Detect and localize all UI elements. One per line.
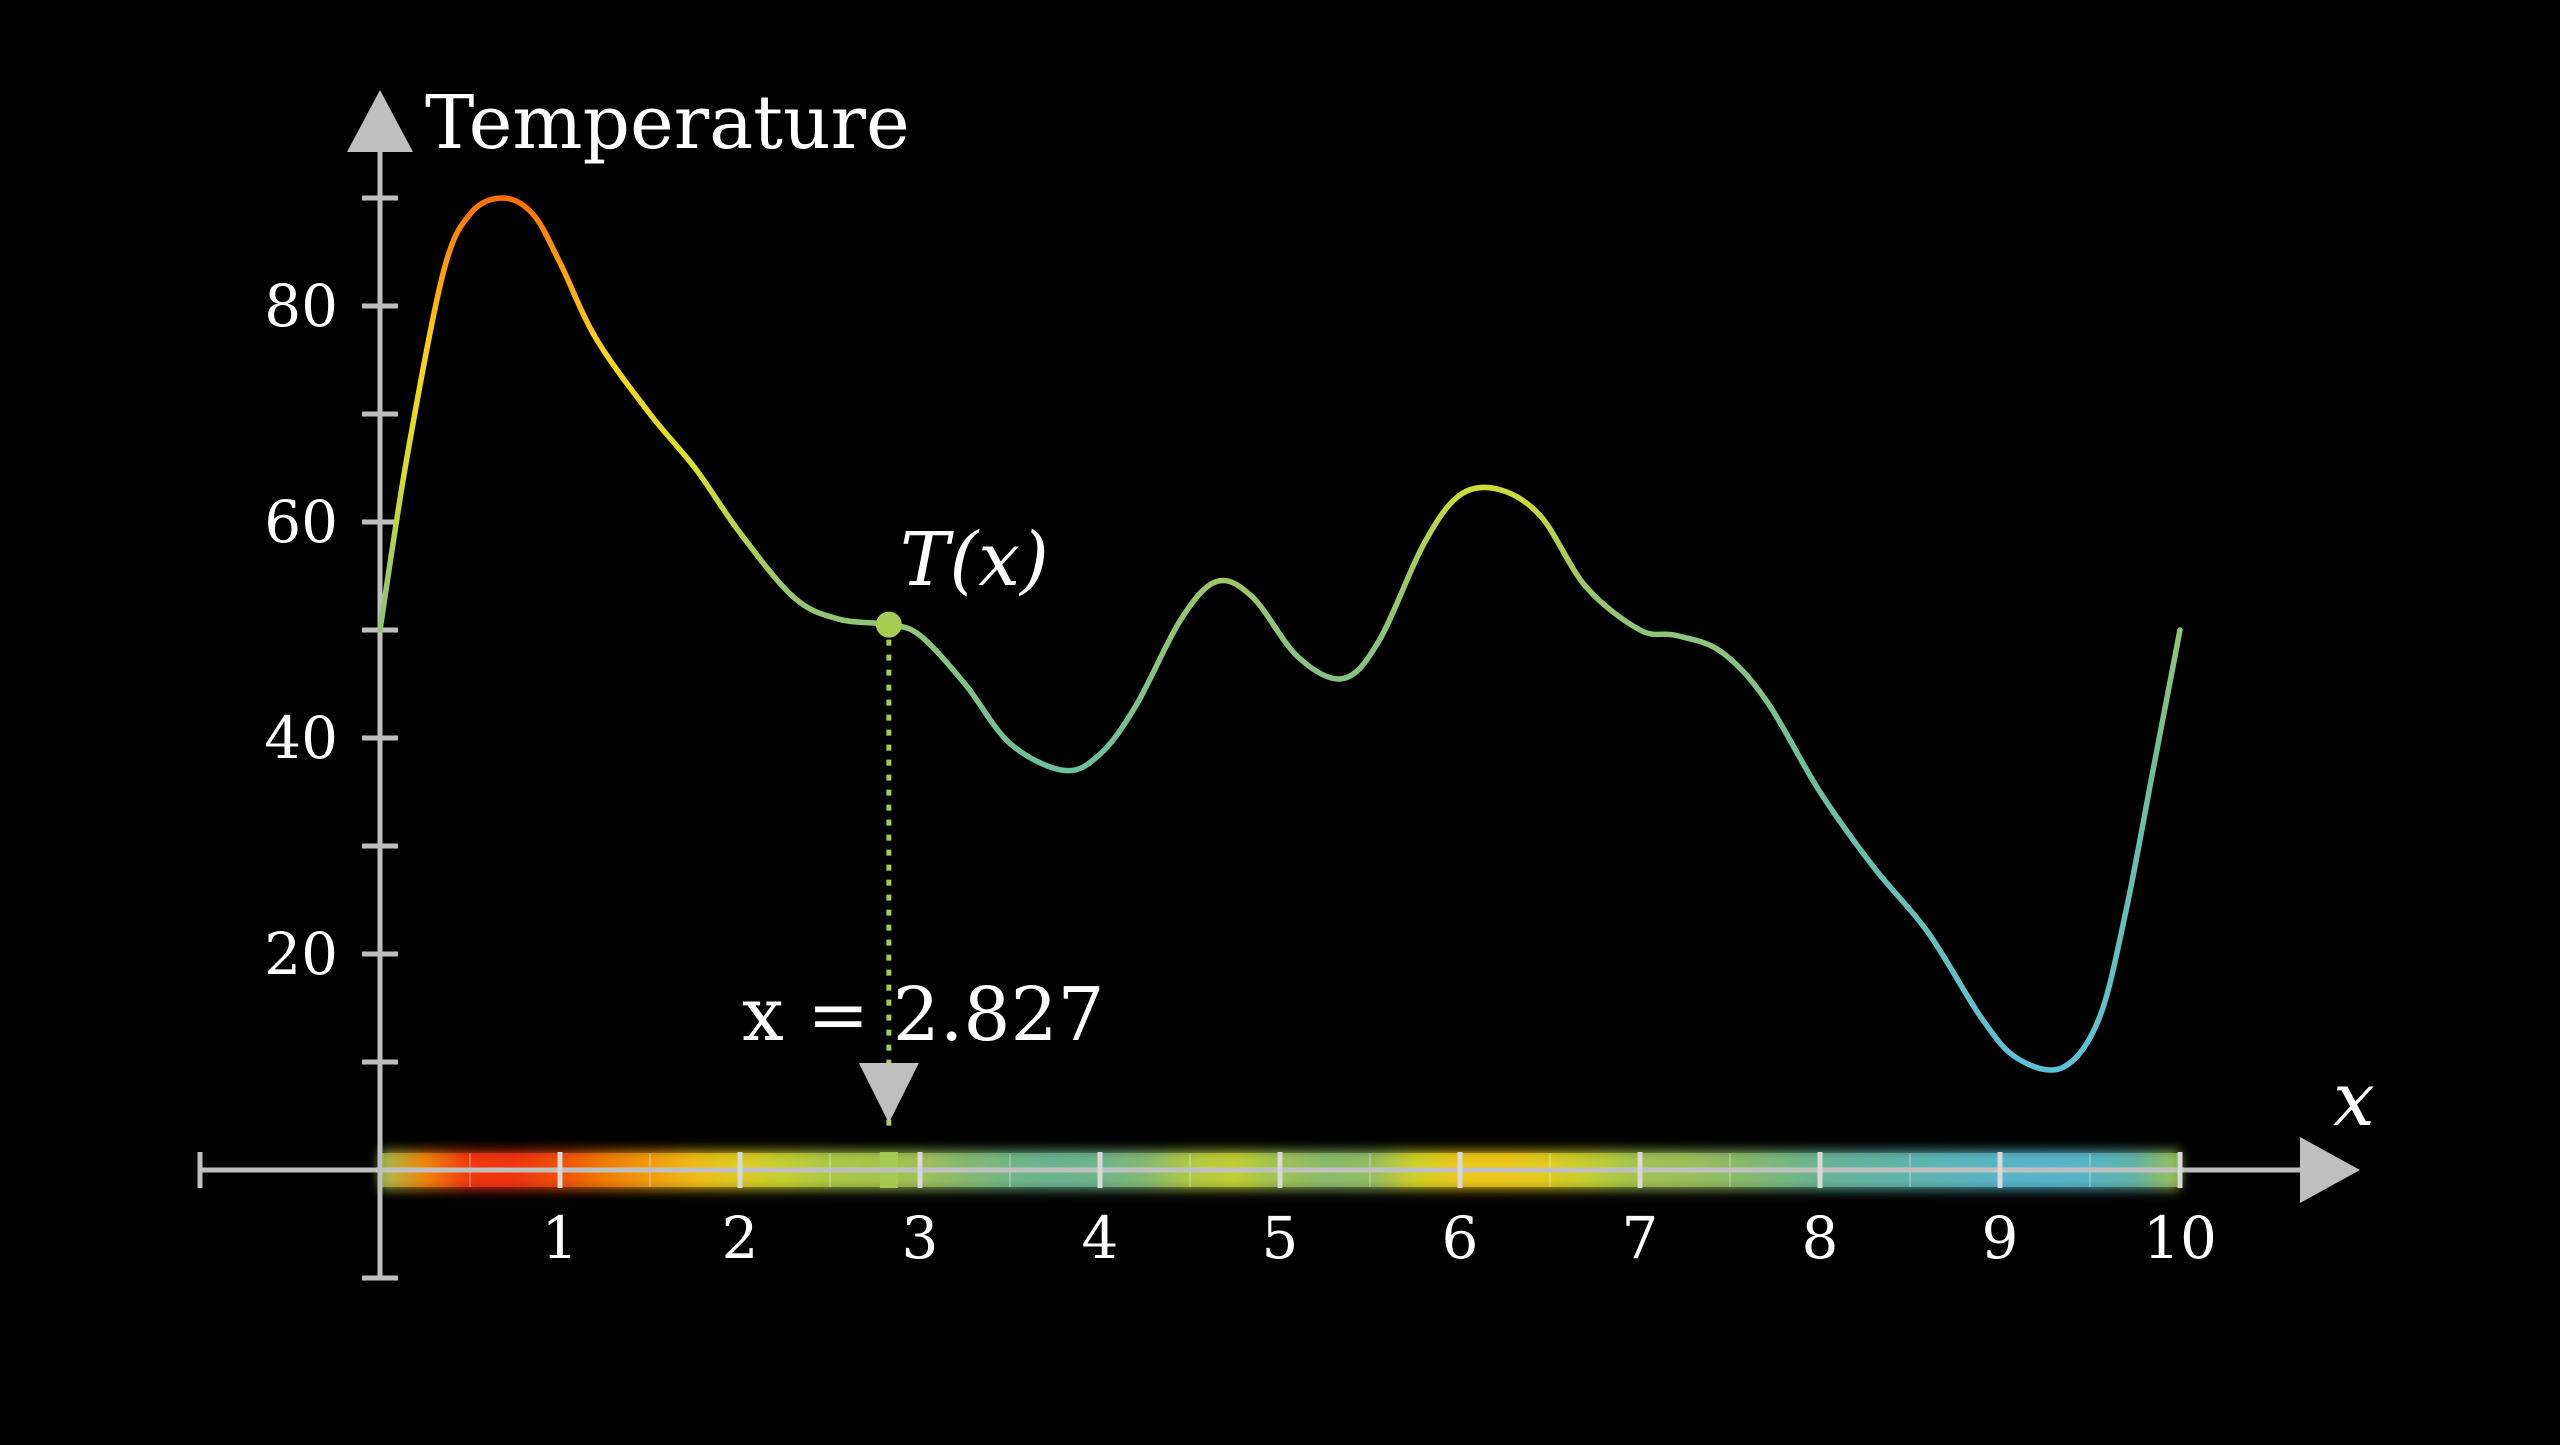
- x-tick-label: 1: [542, 1204, 579, 1272]
- x-tick-label: 4: [1082, 1204, 1119, 1272]
- x-tick-label: 7: [1622, 1204, 1659, 1272]
- x-axis-ticks: 1 2 3 4 5 6 7 8 9 10: [542, 1152, 2217, 1272]
- x-tick-label: 6: [1442, 1204, 1479, 1272]
- x-tick-label: 3: [902, 1204, 939, 1272]
- y-tick-label: 40: [264, 704, 338, 772]
- x-tick-label: 5: [1262, 1204, 1299, 1272]
- marker-down-arrow-icon: [858, 1063, 919, 1123]
- axes: 20 40 60 80 1 2 3 4 5 6 7 8 9 10: [197, 90, 2360, 1281]
- y-axis-arrow-icon: [347, 90, 413, 152]
- function-label: T(x): [900, 517, 1049, 603]
- x-tick-label: 2: [722, 1204, 759, 1272]
- y-tick-label: 20: [264, 920, 338, 988]
- x-axis-title: x: [2333, 1057, 2375, 1143]
- y-axis-title: Temperature: [425, 80, 910, 166]
- y-axis-ticks: 20 40 60 80: [264, 195, 398, 1281]
- x-tick-label: 10: [2143, 1204, 2217, 1272]
- y-tick-label: 80: [264, 272, 338, 340]
- series-line-temperature: [377, 195, 2183, 1073]
- x-axis-arrow-icon: [2300, 1137, 2360, 1203]
- marker-value-label: x = 2.827: [742, 972, 1105, 1058]
- x-tick-label: 9: [1982, 1204, 2019, 1272]
- y-tick-label: 60: [264, 488, 338, 556]
- x-tick-label: 8: [1802, 1204, 1839, 1272]
- data-point-marker: [875, 611, 902, 638]
